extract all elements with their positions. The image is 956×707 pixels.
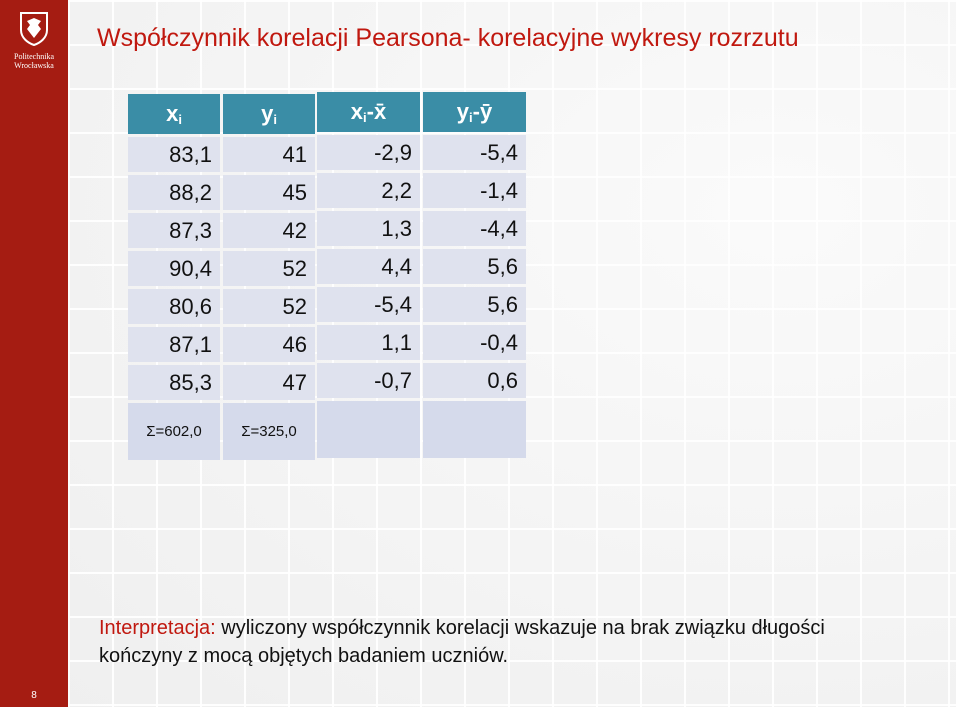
header-xi: xi bbox=[128, 94, 220, 134]
table-row: 80,6 52 bbox=[128, 289, 315, 324]
interpretation-paragraph: Interpretacja: wyliczony współczynnik ko… bbox=[99, 614, 899, 670]
table-row: 4,4 5,6 bbox=[317, 249, 526, 284]
table-row: -5,4 5,6 bbox=[317, 287, 526, 322]
cell-dx: 1,1 bbox=[317, 325, 420, 360]
cell-xi: 87,1 bbox=[128, 327, 220, 362]
table-row: 1,1 -0,4 bbox=[317, 325, 526, 360]
cell-dx: -5,4 bbox=[317, 287, 420, 322]
sum-dy bbox=[423, 401, 526, 458]
table-row: 2,2 -1,4 bbox=[317, 173, 526, 208]
interpretation-text: wyliczony współczynnik korelacji wskazuj… bbox=[99, 617, 825, 667]
table-row: 85,3 47 bbox=[128, 365, 315, 400]
sum-xi: Σ=602,0 bbox=[128, 403, 220, 460]
cell-xi: 83,1 bbox=[128, 137, 220, 172]
table-row: -0,7 0,6 bbox=[317, 363, 526, 398]
table-row: 90,4 52 bbox=[128, 251, 315, 286]
cell-yi: 52 bbox=[223, 251, 315, 286]
cell-xi: 80,6 bbox=[128, 289, 220, 324]
data-table-xy: xi yi 83,1 41 88,2 45 87,3 42 90,4 52 80,6 52… bbox=[125, 91, 318, 463]
cell-dy: -1,4 bbox=[423, 173, 526, 208]
cell-dx: -0,7 bbox=[317, 363, 420, 398]
table-row: 87,3 42 bbox=[128, 213, 315, 248]
logo-line-1: Politechnika bbox=[14, 52, 54, 61]
header-xi-minus-mean: xi-x̄ bbox=[317, 92, 420, 132]
table-row: 1,3 -4,4 bbox=[317, 211, 526, 246]
cell-xi: 85,3 bbox=[128, 365, 220, 400]
cell-dx: -2,9 bbox=[317, 135, 420, 170]
cell-xi: 90,4 bbox=[128, 251, 220, 286]
page-number: 8 bbox=[31, 690, 37, 701]
sum-dx bbox=[317, 401, 420, 458]
cell-yi: 45 bbox=[223, 175, 315, 210]
cell-yi: 46 bbox=[223, 327, 315, 362]
university-logo-text: Politechnika Wrocławska bbox=[2, 52, 66, 70]
cell-xi: 88,2 bbox=[128, 175, 220, 210]
table-header-row: xi-x̄ yi-ȳ bbox=[317, 92, 526, 132]
slide-title: Współczynnik korelacji Pearsona- korelac… bbox=[97, 24, 799, 52]
cell-dy: 0,6 bbox=[423, 363, 526, 398]
sum-row bbox=[317, 401, 526, 458]
cell-yi: 47 bbox=[223, 365, 315, 400]
cell-dy: -0,4 bbox=[423, 325, 526, 360]
cell-yi: 42 bbox=[223, 213, 315, 248]
table-header-row: xi yi bbox=[128, 94, 315, 134]
university-shield-icon bbox=[20, 12, 48, 46]
cell-dy: -5,4 bbox=[423, 135, 526, 170]
cell-xi: 87,3 bbox=[128, 213, 220, 248]
header-yi-minus-mean: yi-ȳ bbox=[423, 92, 526, 132]
table-row: -2,9 -5,4 bbox=[317, 135, 526, 170]
header-yi: yi bbox=[223, 94, 315, 134]
logo-line-2: Wrocławska bbox=[14, 61, 54, 70]
cell-dy: -4,4 bbox=[423, 211, 526, 246]
cell-dy: 5,6 bbox=[423, 249, 526, 284]
sum-row: Σ=602,0 Σ=325,0 bbox=[128, 403, 315, 460]
cell-dx: 1,3 bbox=[317, 211, 420, 246]
sum-yi: Σ=325,0 bbox=[223, 403, 315, 460]
deviation-table: xi-x̄ yi-ȳ -2,9 -5,4 2,2 -1,4 1,3 -4,4 4,4 5… bbox=[314, 89, 529, 461]
table-row: 88,2 45 bbox=[128, 175, 315, 210]
cell-yi: 52 bbox=[223, 289, 315, 324]
table-row: 87,1 46 bbox=[128, 327, 315, 362]
interpretation-label: Interpretacja: bbox=[99, 617, 216, 639]
cell-dx: 4,4 bbox=[317, 249, 420, 284]
cell-yi: 41 bbox=[223, 137, 315, 172]
sidebar-band: Politechnika Wrocławska 8 bbox=[0, 0, 68, 707]
table-row: 83,1 41 bbox=[128, 137, 315, 172]
cell-dx: 2,2 bbox=[317, 173, 420, 208]
cell-dy: 5,6 bbox=[423, 287, 526, 322]
